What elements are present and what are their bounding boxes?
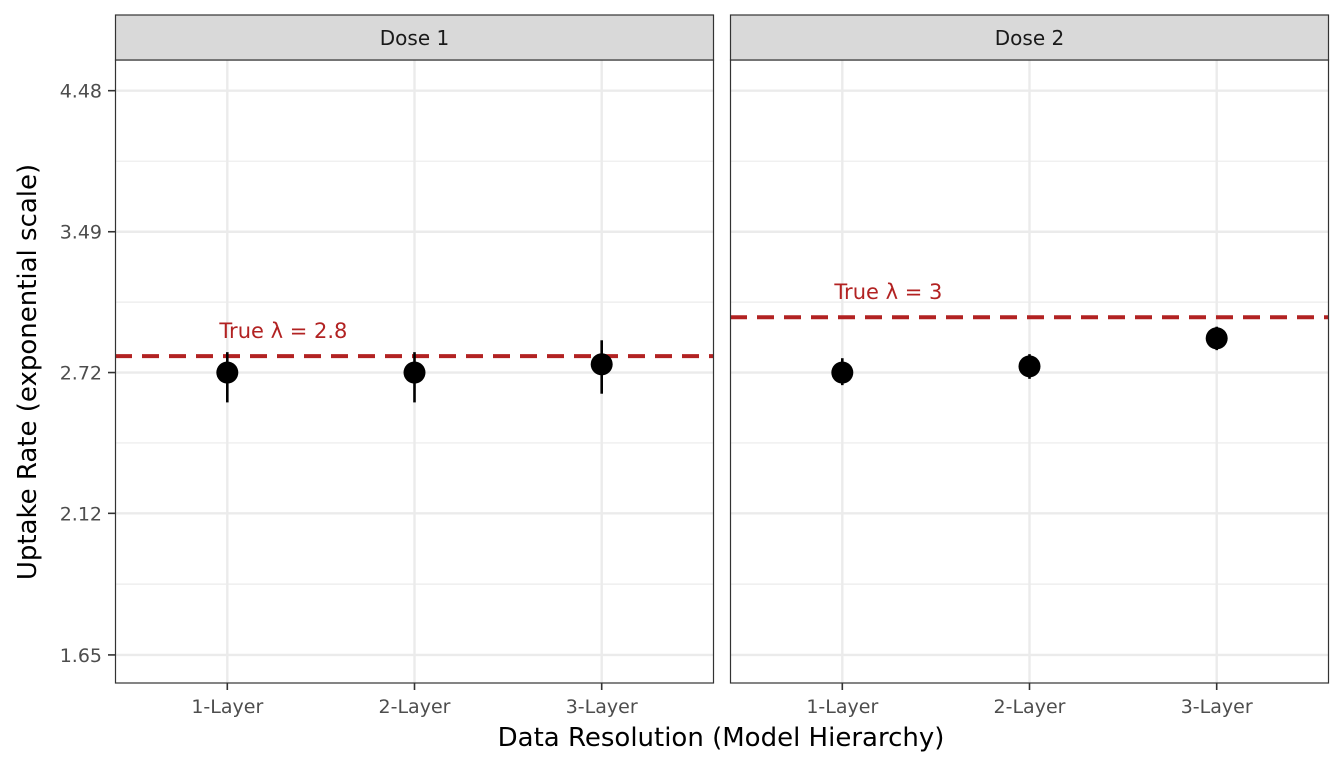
y-tick-label: 4.48 — [60, 81, 102, 103]
reference-label: True λ = 3 — [833, 280, 942, 304]
y-tick-label: 2.12 — [60, 503, 102, 525]
y-tick-label: 2.72 — [60, 363, 102, 385]
panel-dose-1: True λ = 2.8 Dose 1 1-Layer 2-Layer 3-Layer — [114, 14, 715, 718]
x-tick-label: 2-Layer — [994, 696, 1066, 718]
facet-strip-label: Dose 2 — [995, 26, 1064, 50]
x-tick-label: 1-Layer — [191, 696, 263, 718]
point-1-layer — [831, 361, 854, 384]
facet-strip-label: Dose 1 — [380, 26, 449, 50]
point-2-layer — [1018, 355, 1041, 378]
x-tick-label: 1-Layer — [806, 696, 878, 718]
reference-label: True λ = 2.8 — [218, 319, 347, 343]
x-tick-label: 3-Layer — [566, 696, 638, 718]
point-3-layer — [590, 353, 613, 376]
y-tick-label: 1.65 — [60, 645, 102, 667]
x-axis-title: Data Resolution (Model Hierarchy) — [498, 723, 945, 753]
y-axis: 1.65 2.12 2.72 3.49 4.48 — [60, 81, 115, 667]
x-tick-label: 2-Layer — [379, 696, 451, 718]
point-1-layer — [216, 361, 239, 384]
facet-strip — [114, 14, 715, 61]
point-2-layer — [403, 361, 426, 384]
panel-dose-2: True λ = 3 Dose 2 1-Layer 2-Layer 3-Layer — [729, 14, 1330, 718]
facet-strip — [729, 14, 1330, 61]
x-tick-label: 3-Layer — [1181, 696, 1253, 718]
y-tick-label: 3.49 — [60, 222, 102, 244]
y-axis-title: Uptake Rate (exponential scale) — [13, 164, 43, 580]
point-3-layer — [1205, 327, 1228, 350]
